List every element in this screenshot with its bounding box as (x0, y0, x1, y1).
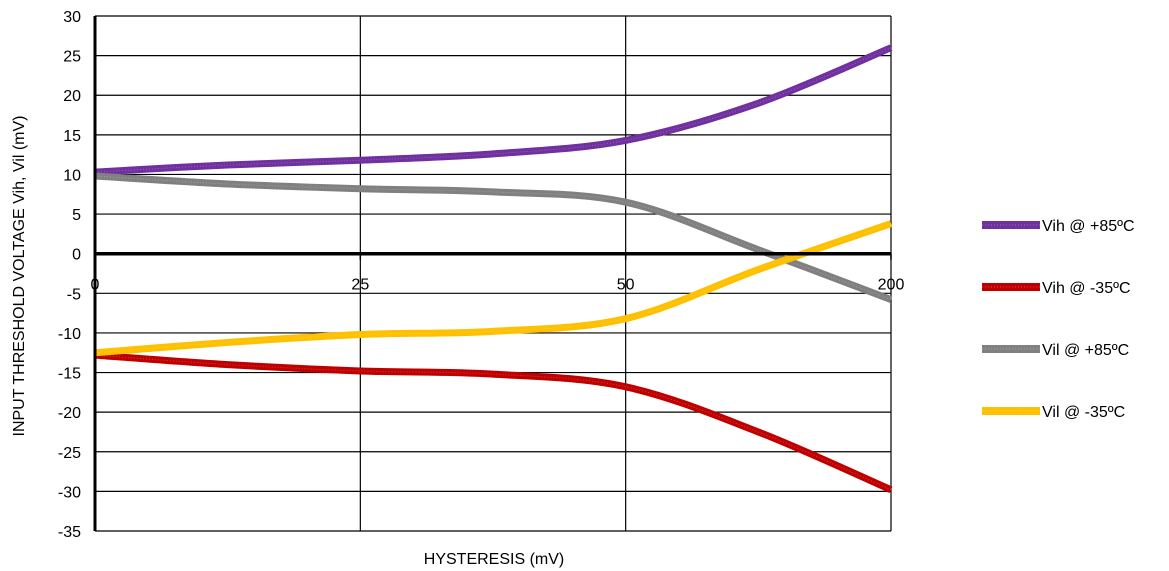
y-tick-label: -30 (58, 484, 81, 501)
axes (93, 16, 892, 531)
y-axis-title: INPUT THRESHOLD VOLTAGE Vih, Vil (mV) (11, 116, 28, 437)
legend-swatch-vil-35-c (982, 407, 1040, 415)
y-tick-label: -5 (67, 286, 81, 303)
y-tick-label: 10 (63, 167, 81, 184)
legend-swatch-vih-85-c (982, 221, 1040, 229)
legend-swatch-vil-85-c (982, 345, 1040, 353)
y-tick-label: -15 (58, 366, 81, 383)
y-tick-label: 0 (72, 247, 81, 264)
legend-label-vih-35-c: Vih @ -35ºC (1042, 280, 1131, 297)
y-tick-label: 15 (63, 128, 81, 145)
series-texture-vih-35-c (94, 354, 892, 491)
grid (95, 15, 892, 532)
x-tick-label: 200 (878, 277, 905, 294)
legend-swatch-vih-35-c (982, 283, 1040, 291)
y-tick-label: 30 (63, 9, 81, 26)
legend-label-vih-85-c: Vih @ +85ºC (1042, 218, 1135, 235)
series-line-vil-35-c (94, 220, 893, 357)
series-line-vih-35-c (94, 351, 893, 494)
series-line-vih-85-c (94, 44, 893, 176)
y-tick-label: -10 (58, 326, 81, 343)
x-tick-label: 25 (351, 277, 369, 294)
series-line-vil-85-c (94, 172, 893, 303)
plot-area (94, 44, 893, 494)
legend-label-vil-85-c: Vil @ +85ºC (1042, 342, 1129, 359)
x-tick-label: 50 (617, 277, 635, 294)
y-tick-label: 5 (72, 207, 81, 224)
y-tick-label: 20 (63, 88, 81, 105)
y-tick-label: -20 (58, 405, 81, 422)
y-tick-label: 25 (63, 49, 81, 66)
series-texture-vih-85-c (94, 47, 892, 173)
y-tick-label: -25 (58, 445, 81, 462)
series-texture-vil-85-c (94, 175, 892, 301)
legend: Vih @ +85ºC Vih @ -35ºC Vil @ +85ºC Vil @ -… (982, 218, 1135, 421)
legend-label-vil-35-c: Vil @ -35ºC (1042, 404, 1125, 421)
x-axis-title: HYSTERESIS (mV) (424, 551, 564, 568)
x-tick-label: 0 (91, 277, 100, 294)
y-tick-label: -35 (58, 524, 81, 541)
